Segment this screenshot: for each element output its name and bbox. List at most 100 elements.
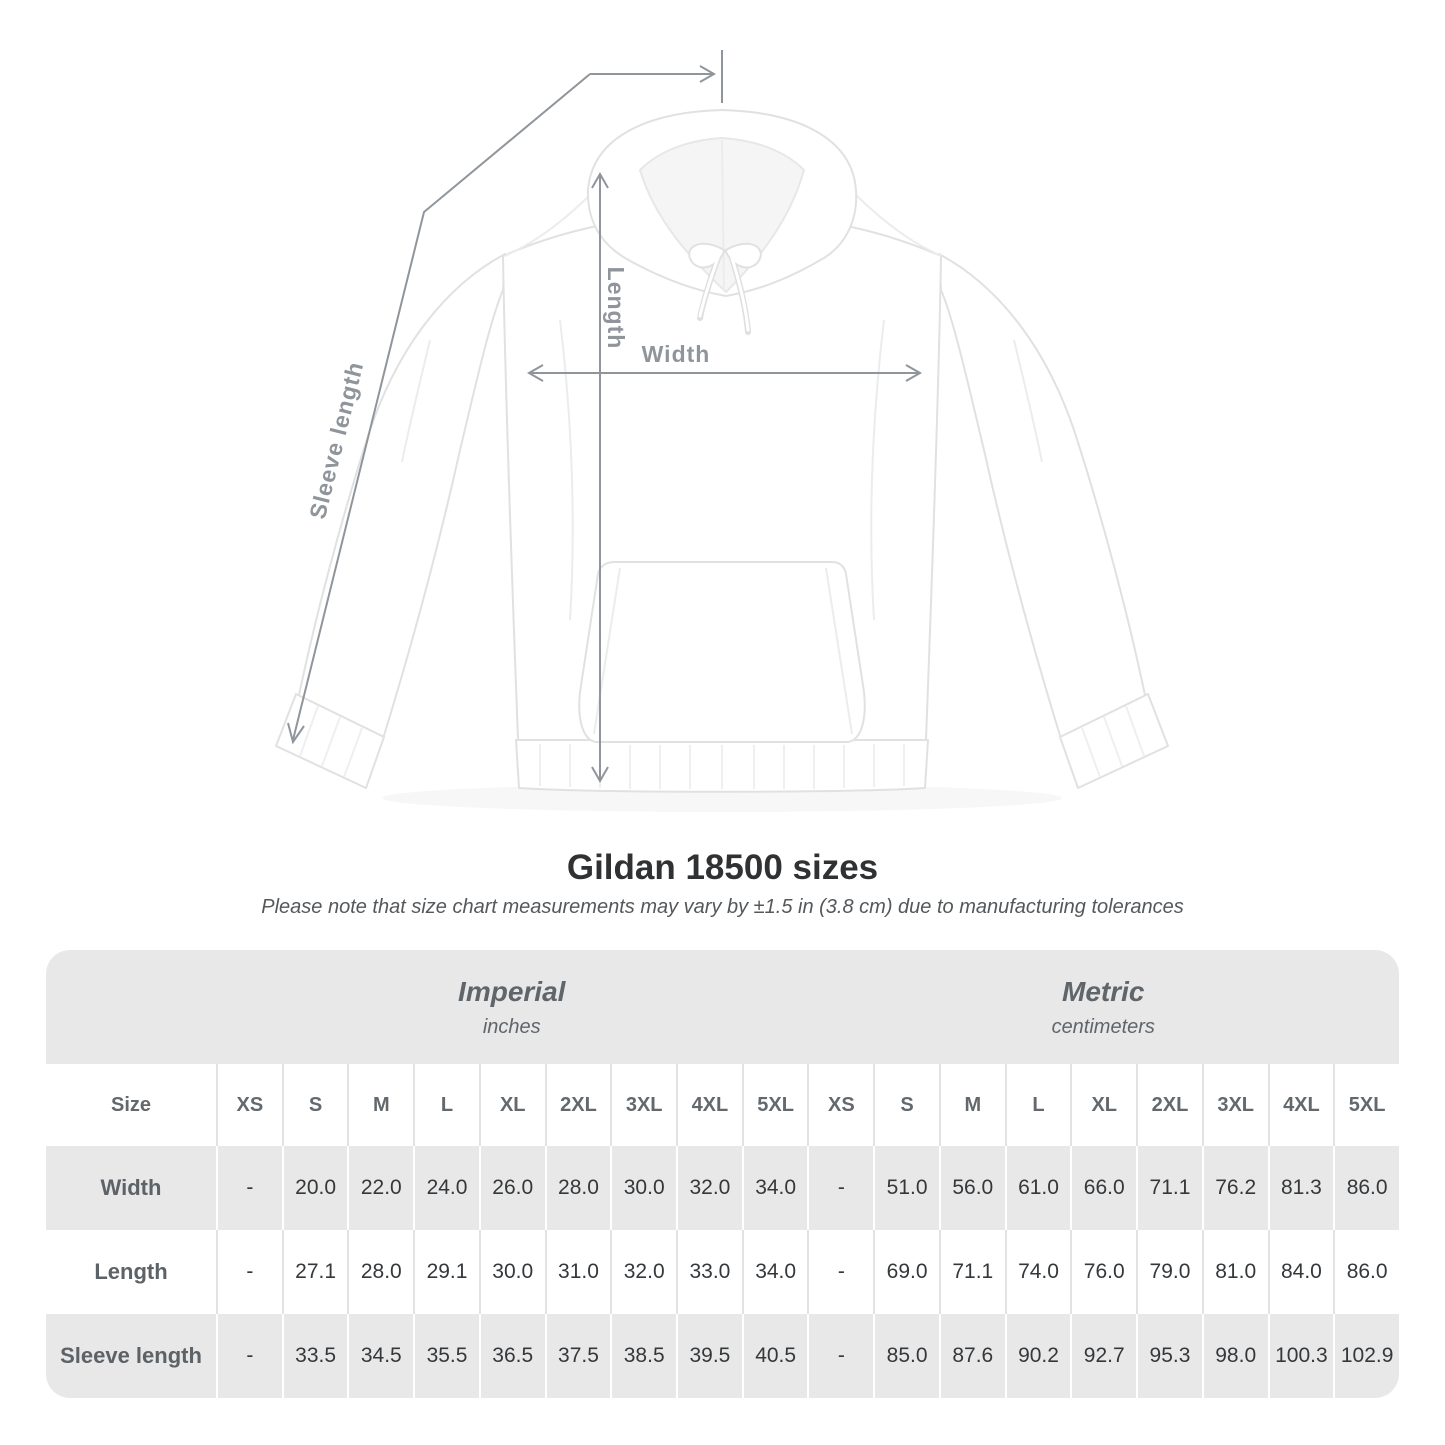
hoodie-shadow [382,784,1062,812]
value-cell: - [216,1230,282,1314]
size-cell: L [413,1064,479,1146]
hoodie-right-sleeve [938,253,1147,743]
tolerance-note: Please note that size chart measurements… [261,896,1184,918]
value-cell: 86.0 [1333,1146,1399,1230]
value-cell: 90.2 [1004,1314,1071,1398]
width-measure-label: Width [642,341,711,367]
size-cell: 2XL [1136,1064,1202,1146]
value-cell: 74.0 [1004,1230,1071,1314]
value-cell: 92.7 [1070,1314,1136,1398]
value-cell: 32.0 [610,1230,676,1314]
table-row-length: Length - 27.1 28.0 29.1 30.0 31.0 32.0 3… [46,1230,1399,1314]
value-cell: 33.0 [676,1230,742,1314]
value-cell: 30.0 [610,1146,676,1230]
value-cell: 27.1 [281,1230,348,1314]
hoodie-right-cuff [1059,693,1169,789]
value-cell: 56.0 [938,1146,1005,1230]
row-label: Length [94,1259,168,1284]
arrow-left-icon [526,364,544,382]
table-row-width: Width - 20.0 22.0 24.0 26.0 28.0 30.0 32… [46,1146,1399,1230]
size-cell: XL [1070,1064,1136,1146]
value-cell: 71.1 [938,1230,1005,1314]
size-table: Imperial inches Metric centimeters Size … [46,950,1399,1398]
size-cell: S [281,1064,348,1146]
size-cell: 3XL [1201,1064,1268,1146]
table-row-sleeve-length: Sleeve length - 33.5 34.5 35.5 36.5 37.5… [46,1314,1399,1398]
value-cell: 37.5 [544,1314,611,1398]
value-cell: - [807,1230,873,1314]
page-title: Gildan 18500 sizes [566,848,879,887]
value-cell: 35.5 [413,1314,479,1398]
value-cell: 71.1 [1136,1146,1202,1230]
imperial-header: Imperial inches [216,950,808,1064]
size-cell: 3XL [610,1064,676,1146]
size-cell: 2XL [544,1064,611,1146]
value-cell: 76.2 [1201,1146,1268,1230]
arrow-right-icon [699,65,717,83]
value-cell: - [807,1146,873,1230]
hoodie-measurement-diagram: Length Width Sleeve length [275,50,1169,812]
metric-subtitle: centimeters [1051,1015,1155,1038]
size-header-row: Size XS S M L XL 2XL 3XL 4XL 5XL XS S M … [46,1064,1399,1146]
size-cell: 5XL [741,1064,808,1146]
size-cell: XL [478,1064,545,1146]
size-cell: 4XL [676,1064,742,1146]
value-cell: 85.0 [873,1314,939,1398]
size-cell: 4XL [1267,1064,1334,1146]
value-cell: 34.5 [347,1314,413,1398]
value-cell: 30.0 [478,1230,545,1314]
arrow-right2-icon [905,364,923,382]
value-cell: 34.0 [741,1146,808,1230]
value-cell: 69.0 [873,1230,939,1314]
size-cell: S [873,1064,939,1146]
size-cell: M [347,1064,413,1146]
measurement-lines [287,50,923,784]
band-spacer [46,950,216,1064]
value-cell: 26.0 [478,1146,545,1230]
value-cell: - [216,1146,282,1230]
hoodie-drawstrings [688,242,762,335]
value-cell: 36.5 [478,1314,545,1398]
value-cell: 66.0 [1070,1146,1136,1230]
value-cell: 20.0 [281,1146,348,1230]
value-cell: 81.0 [1201,1230,1268,1314]
hoodie-illustration [275,109,1169,793]
sleeve-length-line [292,73,591,741]
arrow-down-icon [591,766,609,784]
value-cell: 100.3 [1267,1314,1334,1398]
value-cell: 87.6 [938,1314,1005,1398]
size-cell: 5XL [1333,1064,1399,1146]
size-cell: XS [807,1064,873,1146]
value-cell: 61.0 [1004,1146,1071,1230]
size-header-cell: Size [110,1093,152,1116]
hoodie-pocket [578,561,866,743]
value-cell: 38.5 [610,1314,676,1398]
value-cell: 81.3 [1267,1146,1334,1230]
arrow-down-left-icon [287,722,305,745]
metric-header: Metric centimeters [808,950,1400,1064]
value-cell: 28.0 [544,1146,611,1230]
size-cell: L [1004,1064,1071,1146]
unit-header-band: Imperial inches Metric centimeters [46,950,1399,1064]
value-cell: 84.0 [1267,1230,1334,1314]
value-cell: 28.0 [347,1230,413,1314]
value-cell: 95.3 [1136,1314,1202,1398]
value-cell: 32.0 [676,1146,742,1230]
value-cell: 34.0 [741,1230,808,1314]
value-cell: 98.0 [1201,1314,1268,1398]
value-cell: 51.0 [873,1146,939,1230]
arrow-up-icon [591,171,609,189]
value-cell: 29.1 [413,1230,479,1314]
value-cell: 76.0 [1070,1230,1136,1314]
value-cell: 102.9 [1333,1314,1399,1398]
size-cell: XS [216,1064,282,1146]
value-cell: 22.0 [347,1146,413,1230]
value-cell: 31.0 [544,1230,611,1314]
length-measure-label: Length [603,267,629,350]
imperial-title: Imperial [458,975,566,1007]
metric-title: Metric [1062,975,1145,1007]
value-cell: 24.0 [413,1146,479,1230]
value-cell: 33.5 [281,1314,348,1398]
hoodie-left-cuff [275,693,385,789]
